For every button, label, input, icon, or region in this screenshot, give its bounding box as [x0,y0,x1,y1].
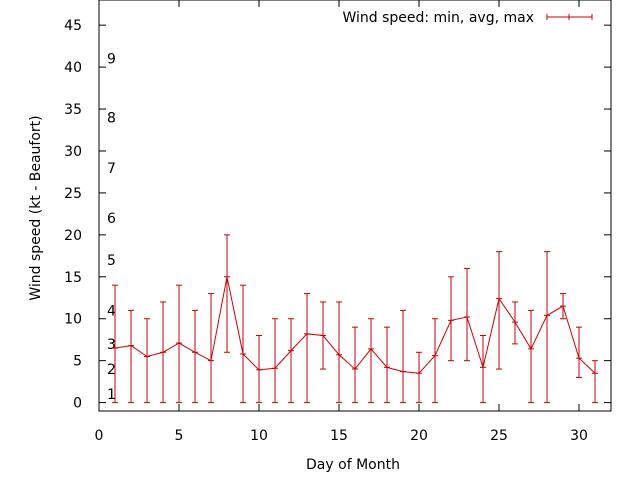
legend-sample [546,14,593,20]
x-tick-label: 30 [570,428,588,444]
y-tick-label: 15 [64,270,82,286]
x-tick-label: 0 [95,428,104,444]
x-tick-label: 5 [175,428,184,444]
x-tick-label: 20 [410,428,428,444]
avg-point [176,340,182,347]
series-layer [112,234,598,404]
avg-point [304,330,310,337]
avg-point [496,295,502,302]
avg-point [512,319,518,326]
avg-point [432,352,438,359]
legend-label: Wind speed: min, avg, max [342,10,534,26]
beaufort-label: 3 [107,337,116,353]
y-tick-label: 45 [64,18,82,34]
avg-point [256,366,262,373]
x-axis-label: Day of Month [306,457,400,473]
avg-point [384,364,390,371]
avg-point [368,345,374,352]
legend: Wind speed: min, avg, max [342,10,593,26]
avg-point [144,353,150,360]
avg-point [112,345,118,352]
x-tick-label: 10 [250,428,268,444]
avg-point [352,366,358,373]
beaufort-label: 7 [107,161,116,177]
y-tick-label: 25 [64,186,82,202]
avg-point [160,349,166,356]
beaufort-label: 2 [107,362,116,378]
y-axis-label: Wind speed (kt - Beaufort) [28,115,44,300]
beaufort-label: 4 [107,303,116,319]
y-tick-label: 0 [73,396,82,412]
avg-point [288,347,294,354]
y-tick-label: 35 [64,102,82,118]
avg-point [576,355,582,362]
y-tick-label: 20 [64,228,82,244]
avg-point [192,349,198,356]
avg-point [416,370,422,377]
y-tick-label: 5 [73,354,82,370]
beaufort-label: 8 [107,110,116,126]
avg-point [224,273,230,280]
beaufort-label: 6 [107,211,116,227]
avg-point [480,364,486,371]
avg-point [320,332,326,339]
y-tick-label: 10 [64,312,82,328]
y-tick-label: 30 [64,144,82,160]
avg-point [544,312,550,319]
y-tick-label: 40 [64,60,82,76]
x-tick-label: 15 [330,428,348,444]
avg-point [272,365,278,372]
avg-point [240,350,246,357]
avg-point [336,351,342,358]
avg-point [528,345,534,352]
avg-point [464,314,470,321]
avg-point [448,317,454,324]
x-tick-label: 25 [490,428,508,444]
avg-point [400,368,406,375]
ticks-layer [98,0,611,411]
avg-point [128,342,134,349]
beaufort-label: 5 [107,253,116,269]
beaufort-label: 9 [107,52,116,68]
avg-point [208,357,214,364]
beaufort-label: 1 [107,387,116,403]
beaufort-labels-layer: 1 2 3 4 5 6 7 8 9 [107,52,116,404]
avg-point [560,303,566,310]
avg-point [592,370,598,377]
plot-frame [98,0,612,412]
